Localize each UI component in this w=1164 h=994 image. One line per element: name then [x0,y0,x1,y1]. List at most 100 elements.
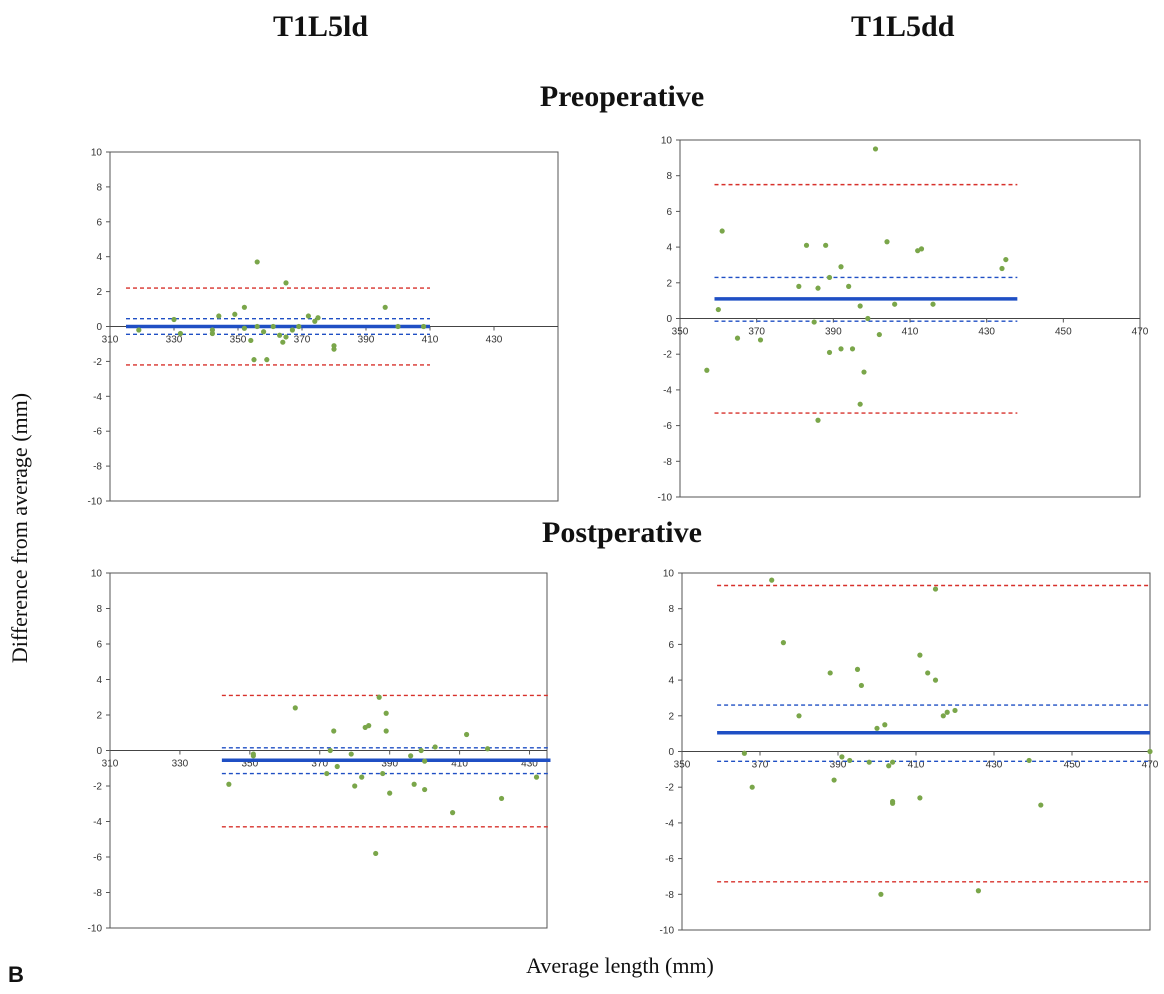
x-tick-label: 330 [166,335,183,346]
y-tick-label: -2 [663,350,672,361]
data-point [796,283,802,289]
y-tick-label: -2 [93,782,102,793]
data-point [815,285,821,291]
y-tick-label: -8 [665,890,674,901]
x-tick-label: 410 [908,760,925,771]
y-tick-label: 8 [666,171,672,182]
y-tick-label: 6 [96,217,102,228]
data-point [865,315,871,322]
y-tick-label: -10 [88,924,103,935]
data-point [1026,757,1032,764]
column-title-left: T1L5ld [273,10,369,43]
data-point [892,301,898,307]
x-tick-label: 450 [1055,327,1072,338]
y-tick-label: -6 [665,854,674,865]
data-point [940,713,946,719]
data-point [177,330,183,337]
data-point [373,850,379,857]
data-point [283,280,289,286]
data-point [241,325,247,331]
data-point [796,713,802,719]
data-point [383,710,389,716]
y-tick-label: 10 [663,569,675,580]
data-point [380,770,386,777]
data-point [216,313,222,319]
x-tick-label: 310 [102,759,119,770]
x-tick-label: 370 [752,760,769,771]
x-tick-label: 390 [825,327,842,338]
y-axis-label: Difference from average (mm) [7,392,32,664]
data-point [422,758,428,764]
data-point [315,315,321,321]
data-point [925,670,931,676]
data-point [878,891,884,897]
data-point [270,323,276,330]
data-point [422,786,428,793]
y-tick-label: 4 [96,252,102,263]
y-tick-label: 6 [96,640,102,651]
data-point [241,304,247,310]
x-tick-label: 370 [311,759,328,770]
data-point [359,774,365,780]
data-point [232,311,238,317]
x-tick-label: 350 [674,760,691,771]
data-point [917,795,923,801]
data-point [408,753,414,759]
data-point [826,274,833,281]
data-point [289,327,295,333]
y-tick-label: 4 [668,676,674,687]
data-point [1147,748,1153,755]
data-point [999,265,1005,272]
data-point [890,759,896,765]
data-point [769,577,775,583]
data-point [312,318,318,324]
chart-postoperative-t1l5dd: -10 -8 -6 -4 -2 0 2 4 6 8 10 350 370 390 410 430 450 470 [660,569,1159,937]
data-point [838,346,844,352]
data-point [395,323,401,330]
y-tick-label: -6 [93,427,102,438]
data-point [854,666,861,672]
data-point [849,346,856,352]
x-axis-label: Average length (mm) [526,953,714,978]
data-point [352,783,358,789]
data-point [366,723,372,729]
data-point [283,334,289,340]
y-tick-label: -6 [663,421,672,432]
data-point [886,763,892,769]
y-tick-label: -8 [93,462,102,473]
chart-preoperative-t1l5ld: -10 -8 -6 -4 -2 0 2 4 6 8 10 310 330 350 370 390 410 430 [88,148,559,508]
data-point [857,401,863,407]
data-point [264,357,270,363]
y-tick-label: 2 [96,287,102,298]
data-point [498,795,505,802]
y-tick-label: -4 [663,385,672,396]
data-point [331,346,337,352]
data-point [866,759,872,765]
data-point [248,337,254,344]
y-tick-label: -4 [93,817,102,828]
data-point [1038,802,1044,808]
data-point [719,228,725,234]
y-tick-label: -8 [663,457,672,468]
data-point [780,640,786,646]
y-tick-label: -10 [88,497,103,508]
y-tick-label: 2 [668,711,674,722]
data-point [484,746,491,752]
data-point [171,316,177,323]
panel-letter: B [8,962,24,987]
data-point [296,323,302,330]
data-point [292,705,298,711]
data-point [421,323,427,330]
y-tick-label: 6 [668,640,674,651]
y-tick-label: -10 [658,493,673,504]
data-point [254,259,260,265]
x-tick-label: 390 [381,759,398,770]
data-point [876,331,882,338]
y-tick-label: -6 [93,853,102,864]
x-tick-label: 470 [1132,327,1149,338]
data-point [463,731,470,738]
x-tick-label: 390 [830,760,847,771]
x-tick-label: 310 [102,335,119,346]
data-point [815,417,821,423]
data-point [944,709,950,715]
